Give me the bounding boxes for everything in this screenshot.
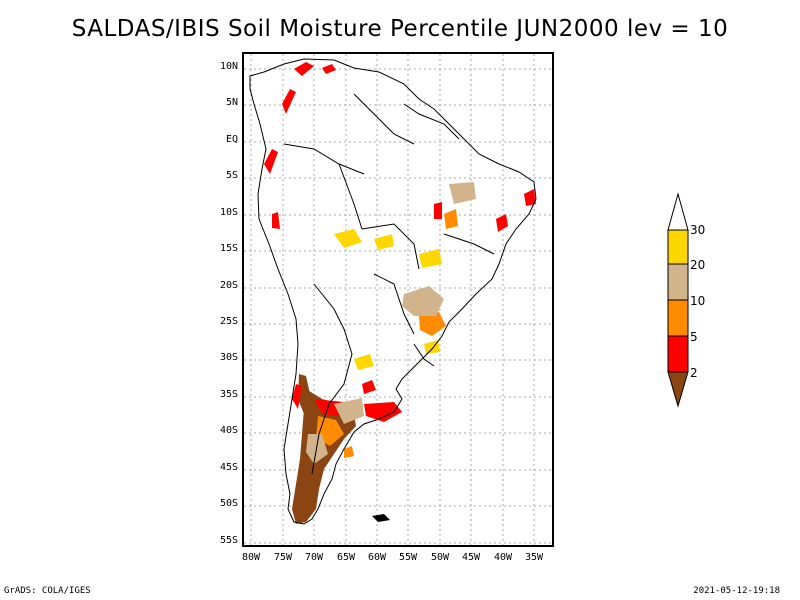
shading-lt2-andes [298,374,310,414]
lon-label-45w: 45W [461,552,481,563]
lon-label-50w: 50W [430,552,450,563]
lon-label-75w: 75W [273,552,293,563]
legend-swatch-10to20 [667,263,689,301]
lat-label-45s: 45S [219,462,238,473]
footer-credit: GrADS: COLA/IGES [4,586,91,596]
lon-label-70w: 70W [304,552,324,563]
lat-label-10n: 10N [219,61,238,72]
lon-label-80w: 80W [241,552,261,563]
falkland-islands [372,514,390,522]
shading-2to5-bahia [496,214,508,232]
footer-timestamp: 2021-05-12-19:18 [693,586,780,596]
shading-2to5-ecuador [264,149,278,174]
shading-20to30-bolivia [334,229,362,248]
shading-20to30-chaco [354,354,374,370]
legend-label-5: 5 [690,330,698,344]
legend-swatch-20to30 [667,229,689,265]
border-venezuela-brazil [353,93,415,145]
shading-2to5-venezuela [322,64,336,74]
legend-label-20: 20 [690,258,706,272]
lat-label-15s: 15S [219,243,238,254]
shading-10to20-saopaulo [402,286,444,316]
lon-label-40w: 40W [493,552,513,563]
shading-2to5-buenosaires [364,402,402,422]
lat-label-5s: 5S [225,170,238,181]
legend-swatch-lt2 [667,371,689,408]
legend-swatch-2to5 [667,335,689,373]
shading-10to20-patagonia [306,434,328,464]
lat-label-eq: EQ [225,134,238,145]
shading-20to30-minas [419,249,442,268]
shading-2to5-chile [292,384,302,409]
lat-label-35s: 35S [219,389,238,400]
map-title: SALDAS/IBIS Soil Moisture Percentile JUN… [71,16,729,42]
legend-swatch-gt30 [667,192,689,231]
shading-2to5-peru [272,212,280,229]
lat-label-50s: 50S [219,498,238,509]
border-chile-argentina-north [313,283,353,355]
border-bolivia-brazil [361,223,420,270]
lon-label-55w: 55W [398,552,418,563]
shading-2to5-goias [434,202,442,219]
border-uruguay [413,343,435,367]
shading-5to10-brasilia [444,209,458,229]
shading-10to20-argentina [334,398,364,424]
coastline-and-borders [249,58,537,525]
border-paraguay [373,273,415,335]
lat-label-30s: 30S [219,352,238,363]
legend-label-10: 10 [690,294,706,308]
color-legend [667,192,689,408]
legend-label-30: 30 [690,223,706,237]
lat-label-20s: 20S [219,280,238,291]
legend-swatch-5to10 [667,299,689,337]
map-plot-area [242,52,554,547]
shading-5to10-parana [419,312,446,336]
lat-label-55s: 55S [219,535,238,546]
lat-label-25s: 25S [219,316,238,327]
lon-label-60w: 60W [367,552,387,563]
shading-2to5-north [294,62,314,76]
lon-label-65w: 65W [336,552,356,563]
south-america-map [244,54,552,545]
shading-20to30-mato-grosso [374,234,394,250]
shading-10to20-nordeste [449,182,476,204]
shading-5to10-south [344,446,354,458]
border-chile-argentina-south [311,353,353,475]
shading-2to5-colombia [282,89,296,114]
border-brazil-states [443,233,495,255]
south-america-coastline [249,58,537,525]
shading-2to5-pernambuco [524,189,536,206]
border-peru-brazil [338,163,363,230]
soil-moisture-shading [264,62,536,524]
lon-label-35w: 35W [524,552,544,563]
border-colombia-peru [283,143,365,175]
border-guianas [403,103,460,140]
lat-label-5n: 5N [225,97,238,108]
shading-2to5-cordoba [362,380,376,394]
legend-label-2: 2 [690,366,698,380]
lat-label-40s: 40S [219,425,238,436]
lat-label-10s: 10S [219,207,238,218]
